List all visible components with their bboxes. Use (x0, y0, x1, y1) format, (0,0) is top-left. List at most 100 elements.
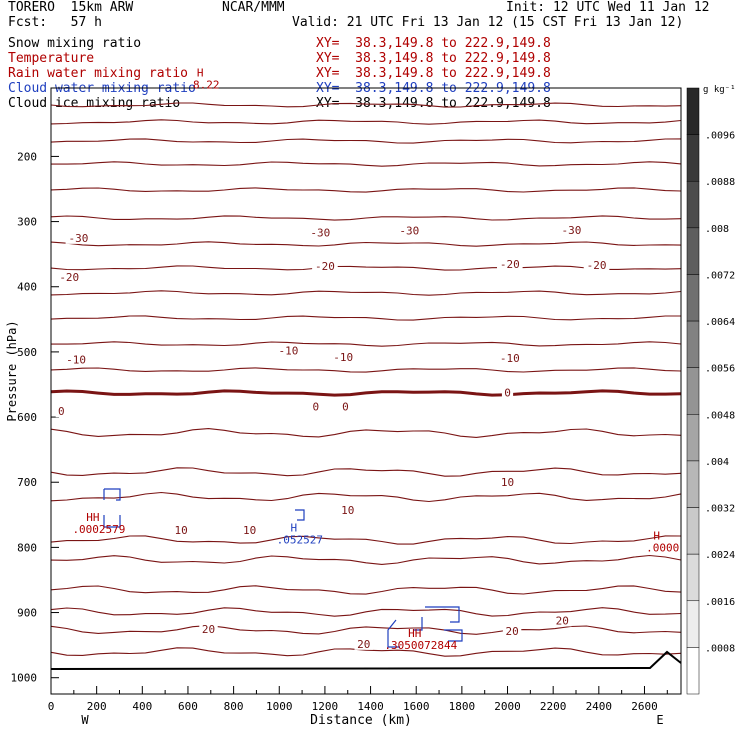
contour-label-bg (275, 344, 302, 357)
extremum-mark: HH (86, 511, 99, 524)
y-tick-label: 600 (17, 411, 37, 424)
contour-label: -30 (310, 227, 330, 240)
extremum-mark: H (290, 522, 297, 535)
isotherm-line (50, 607, 682, 617)
contour-label-bg (502, 624, 522, 637)
isotherm-line (50, 467, 682, 477)
isotherm-line (50, 138, 682, 144)
y-tick-label: 700 (17, 476, 37, 489)
colorbar-unit: g kg⁻¹ (703, 85, 736, 95)
extrema-labels: HH.0002579 H.052527 H.0000HH.3050072844H8.… (72, 67, 679, 652)
isotherm-line (50, 102, 682, 108)
isotherm-line (50, 491, 682, 503)
isotherm-line (50, 389, 682, 397)
x-axis: 0 200 400 600 800 1000 1200 1400 1600 1800 2000 220… (48, 686, 668, 728)
legend-cloudwater-name: Cloud water mixing ratio (8, 81, 196, 96)
contour-label: 20 (505, 625, 518, 638)
contour-label-bg (56, 270, 83, 283)
contour-label: 0 (312, 401, 319, 414)
colorbar-tick-label: .0056 (705, 364, 735, 375)
isotherm-line (50, 265, 682, 271)
isotherm-line (50, 241, 682, 247)
legend-temperature-name: Temperature (8, 51, 95, 66)
contour-label: -30 (68, 232, 88, 245)
extremum-mark: HH (408, 627, 421, 640)
contour-label: -10 (66, 354, 86, 367)
contour-label: 20 (202, 623, 215, 636)
cloud-water-contours (103, 488, 463, 648)
x-tick-label: 0 (48, 700, 55, 713)
contour-label-bg (338, 504, 357, 517)
x-tick-label: 400 (132, 700, 152, 713)
y-tick-label: 800 (17, 541, 37, 554)
x-tick-label: 2200 (540, 700, 567, 713)
x-tick-label: 2600 (631, 700, 658, 713)
x-axis-title: Distance (km) (310, 713, 412, 728)
temperature-contours (50, 102, 682, 670)
contour-label-bg (63, 353, 89, 366)
colorbar-swatch (686, 647, 700, 695)
x-tick-label: 200 (87, 700, 107, 713)
x-east-label: E (656, 713, 663, 727)
isotherm-line (50, 535, 682, 545)
colorbar-swatch (686, 320, 700, 368)
init-time: Init: 12 UTC Wed 11 Jan 12 (506, 0, 710, 15)
isotherm-line (51, 161, 682, 167)
x-tick-label: 1400 (357, 700, 384, 713)
colorbar-tick-label: .0064 (705, 317, 735, 328)
colorbar-swatch (686, 507, 700, 555)
contour-label-bg (171, 523, 191, 536)
colorbar-tick-label: .008 (705, 224, 729, 235)
contour-label: -20 (315, 260, 335, 273)
isotherm-line (51, 341, 682, 347)
plot-border (50, 87, 682, 695)
x-tick-label: 1200 (312, 700, 339, 713)
y-axis-title: Pressure (hPa) (5, 320, 19, 421)
contour-label: 0 (504, 386, 511, 399)
isotherm-line (50, 290, 682, 296)
contour-label: 0 (58, 405, 65, 418)
isotherm-line (50, 428, 682, 438)
contour-label-bg (307, 226, 334, 239)
contour-label: -20 (59, 271, 79, 284)
contour-label: 20 (357, 638, 370, 651)
contour-label: 10 (243, 524, 256, 537)
colorbar: .0096 .0088 .008 .0072 .0064 .0056 .0048 .004 .0… (686, 85, 736, 695)
y-tick-label: 1000 (11, 672, 38, 685)
y-tick-label: 200 (17, 150, 37, 163)
forecast-hour: Fcst: 57 h (8, 15, 102, 30)
y-tick-label: 500 (17, 346, 37, 359)
contour-label-bg (498, 476, 517, 489)
contour-label-bg (65, 231, 92, 244)
contour-label-bg (312, 259, 338, 272)
contour-label: 10 (174, 524, 187, 537)
x-tick-label: 2400 (586, 700, 613, 713)
colorbar-swatch (686, 460, 700, 508)
legend-rain-name: Rain water mixing ratio (8, 66, 189, 81)
colorbar-tick-label: .0088 (705, 177, 735, 188)
x-tick-label: 600 (178, 700, 198, 713)
colorbar-swatch (686, 274, 700, 322)
colorbar-swatch (686, 414, 700, 462)
legend-snow-xy: XY= 38.3,149.8 to 222.9,149.8 (316, 36, 551, 51)
colorbar-swatch (686, 87, 700, 135)
plot-frame (50, 87, 682, 695)
x-west-label: W (81, 713, 89, 727)
contour-label: -10 (333, 351, 353, 364)
colorbar-tick-label: .0032 (705, 504, 735, 515)
colorbar-tick-label: .0096 (705, 131, 735, 142)
contour-label: 0 (342, 401, 349, 414)
terrain-line (50, 650, 682, 670)
contour-label-bg (558, 224, 585, 237)
colorbar-tick-label: .0008 (705, 643, 735, 654)
isotherm-line (50, 119, 682, 125)
legend-cloudice-xy: XY= 38.3,149.8 to 222.9,149.8 (316, 96, 551, 111)
contour-label-bg (339, 400, 352, 413)
isotherm-line (50, 315, 681, 321)
isotherm-line (50, 625, 682, 635)
y-axis: 200 300 400 500 600 700 800 900 1000 Pressure (hP… (5, 150, 59, 685)
isotherm-line (50, 554, 682, 565)
cloud-water-contour (387, 606, 463, 648)
colorbar-swatch (686, 227, 700, 275)
x-tick-label: 1600 (403, 700, 430, 713)
